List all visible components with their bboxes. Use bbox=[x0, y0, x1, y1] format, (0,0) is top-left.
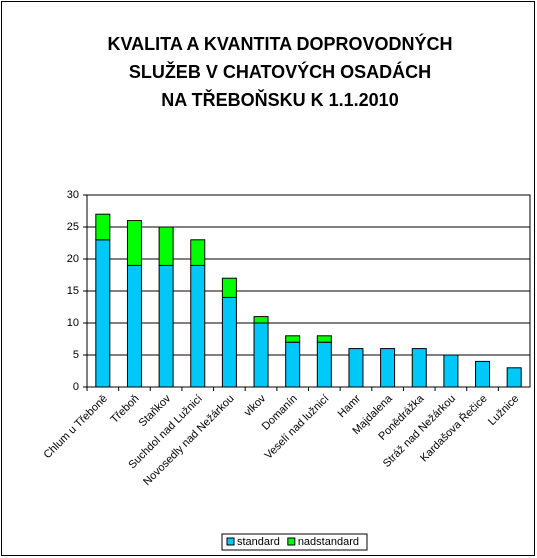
bar-segment bbox=[126, 264, 142, 388]
bar-segment bbox=[253, 316, 269, 324]
y-tick-label: 25 bbox=[67, 221, 79, 233]
bar-segment bbox=[285, 335, 301, 343]
bar-segment bbox=[158, 226, 174, 266]
bar-segment bbox=[316, 341, 332, 388]
bar-segment bbox=[380, 348, 396, 388]
y-tick-label: 5 bbox=[73, 349, 79, 361]
legend-label: nadstandard bbox=[298, 536, 359, 548]
y-tick-label: 30 bbox=[67, 189, 79, 201]
bar-segment bbox=[95, 239, 111, 388]
y-tick-label: 20 bbox=[67, 253, 79, 265]
bar-segment bbox=[221, 296, 237, 388]
legend-swatch bbox=[226, 537, 235, 546]
bar-segment bbox=[158, 264, 174, 388]
chart-title: SLUŽEB V CHATOVÝCH OSADÁCH bbox=[129, 61, 431, 82]
chart-title: NA TŘEBOŇSKU K 1.1.2010 bbox=[161, 89, 398, 110]
bar-segment bbox=[126, 220, 142, 266]
legend: standard nadstandard bbox=[221, 533, 368, 551]
bar-segment bbox=[95, 213, 111, 241]
bar-segment bbox=[285, 341, 301, 388]
bar-segment bbox=[253, 322, 269, 388]
bar-segment bbox=[443, 354, 459, 388]
legend-label: standard bbox=[237, 536, 280, 548]
bar-segment bbox=[506, 367, 522, 388]
y-tick-label: 15 bbox=[67, 285, 79, 297]
bar-segment bbox=[316, 335, 332, 343]
legend-swatch bbox=[287, 537, 296, 546]
y-tick-label: 10 bbox=[67, 317, 79, 329]
chart-title: KVALITA A KVANTITA DOPROVODNÝCH bbox=[108, 33, 453, 54]
bar-segment bbox=[348, 348, 364, 388]
bar-segment bbox=[411, 348, 427, 388]
bar-segment bbox=[190, 264, 206, 388]
y-tick-label: 0 bbox=[73, 381, 79, 393]
bar-segment bbox=[221, 277, 237, 298]
bar-segment bbox=[190, 239, 206, 266]
bar-segment bbox=[475, 360, 491, 388]
